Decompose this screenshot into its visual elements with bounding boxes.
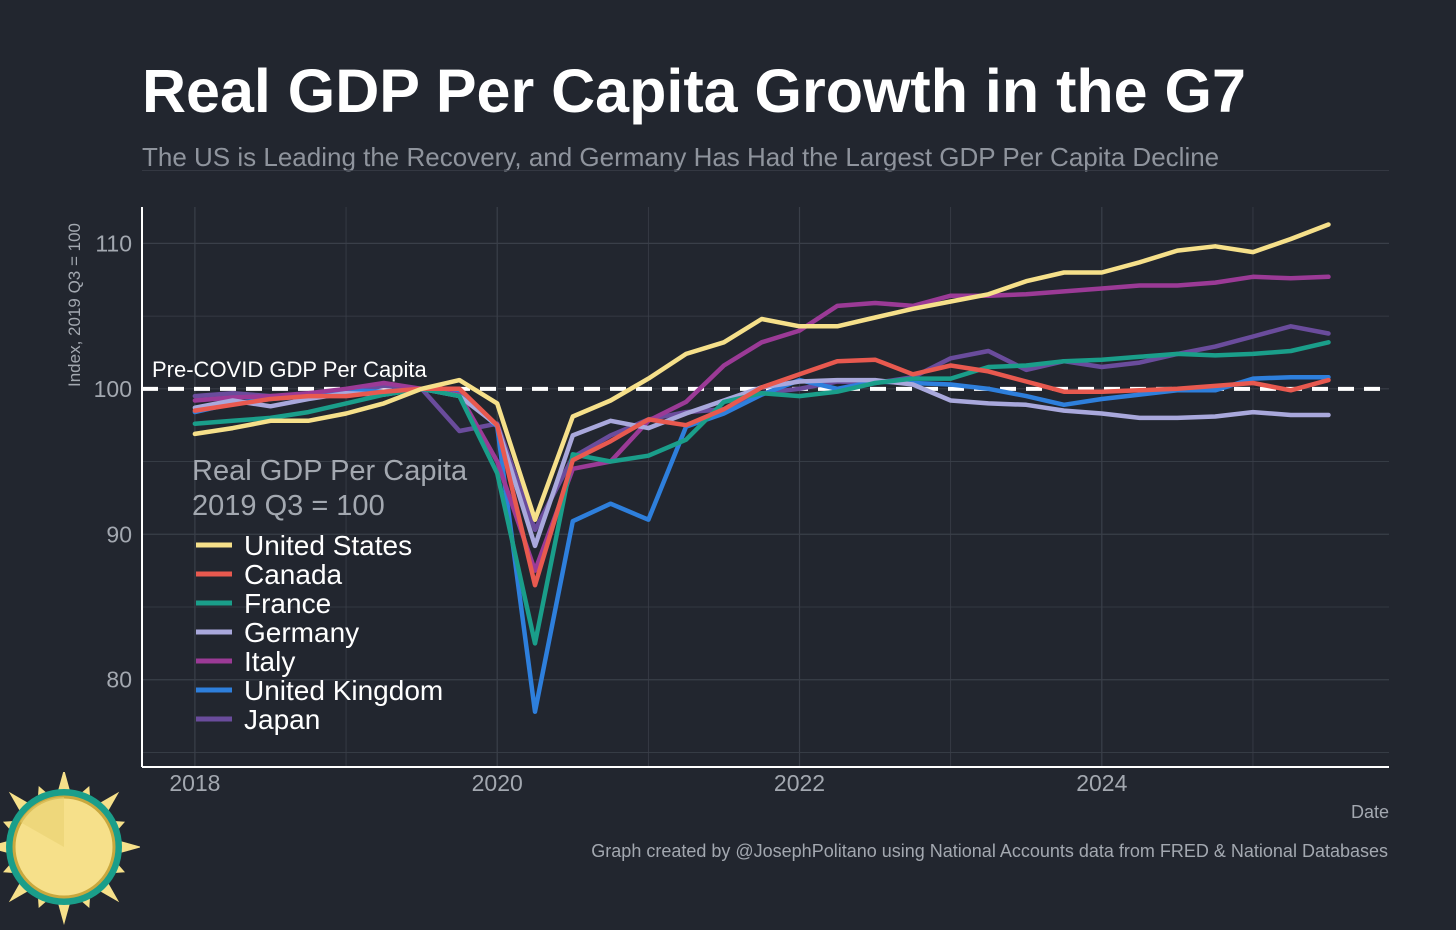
legend-label: United States [244,530,412,561]
series-line-united-states [192,222,1331,522]
y-tick-label: 80 [106,667,132,693]
y-tick-label: 110 [95,230,132,256]
reference-line-group: Pre-COVID GDP Per Capita [142,357,1389,391]
series-line-france [192,340,1331,646]
legend-label: Canada [244,559,343,590]
series-line-canada [192,357,1331,588]
y-axis-title: Index, 2019 Q3 = 100 [65,223,84,387]
legend-label: Germany [244,617,359,648]
chart-title: Real GDP Per Capita Growth in the G7 [142,57,1246,125]
y-tick-label: 100 [94,376,132,402]
x-tick-label: 2020 [472,770,523,796]
legend-label: Japan [244,704,320,735]
series-line-italy [192,274,1331,573]
x-tick-label: 2018 [169,770,220,796]
x-axis-title: Date [1351,802,1389,822]
sun-logo-icon [0,772,140,925]
legend-label: United Kingdom [244,675,443,706]
x-tick-label: 2024 [1076,770,1127,796]
sun-ray [56,898,72,925]
legend-title: Real GDP Per Capita [192,455,468,487]
legend-label: Italy [244,646,295,677]
source-caption: Graph created by @JosephPolitano using N… [591,841,1388,861]
legend-title: 2019 Q3 = 100 [192,490,385,522]
y-tick-label: 90 [106,521,132,547]
x-tick-label: 2022 [774,770,825,796]
axes: 2018 2020 2022 2024 80 90 100 110 Date Index, 201… [65,207,1389,822]
chart-subtitle: The US is Leading the Recovery, and Germ… [142,142,1220,172]
reference-line-label: Pre-COVID GDP Per Capita [152,357,427,382]
legend-label: France [244,588,331,619]
series-lines [192,222,1331,714]
